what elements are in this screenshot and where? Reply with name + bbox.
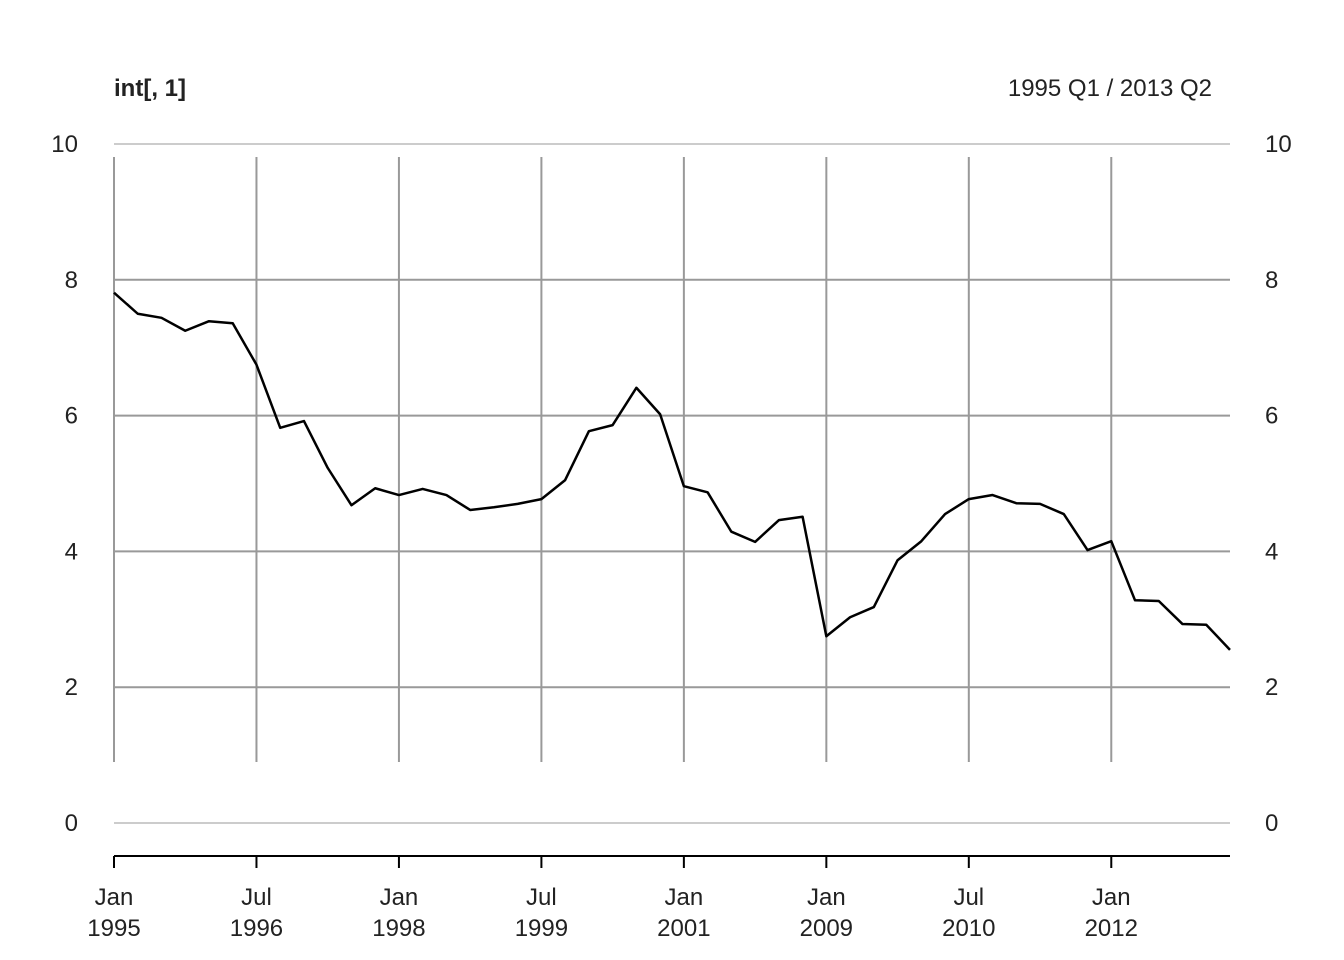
line: [113, 291, 1231, 651]
x-tick-label: Jul 1996: [230, 884, 283, 942]
x-tick-label: Jan 2012: [1085, 884, 1138, 942]
x-tick-label: Jul 2010: [942, 884, 995, 942]
x-tick-label: Jan 2001: [657, 884, 710, 942]
y2-tick-label: 4: [1265, 538, 1278, 565]
y-tick-label: 8: [65, 267, 78, 294]
y-tick-label: 2: [65, 674, 78, 701]
x-tick-label: Jan 2009: [800, 884, 853, 942]
y2-tick-label: 6: [1265, 403, 1278, 430]
y2-tick-label: 8: [1265, 267, 1278, 294]
x-tick-label: Jan 1998: [372, 884, 425, 942]
y2-tick-label: 10: [1265, 131, 1292, 158]
y-tick-label: 0: [65, 810, 78, 837]
x-tick-label: Jan 1995: [87, 884, 140, 942]
y2-tick-label: 0: [1265, 810, 1278, 837]
chart-title: int[, 1]: [114, 75, 186, 102]
y2-tick-label: 2: [1265, 674, 1278, 701]
chart-subtitle: 1995 Q1 / 2013 Q2: [1008, 75, 1212, 102]
y-tick-label: 4: [65, 538, 78, 565]
y-tick-label: 10: [51, 131, 78, 158]
y-tick-label: 6: [65, 403, 78, 430]
x-tick-label: Jul 1999: [515, 884, 568, 942]
